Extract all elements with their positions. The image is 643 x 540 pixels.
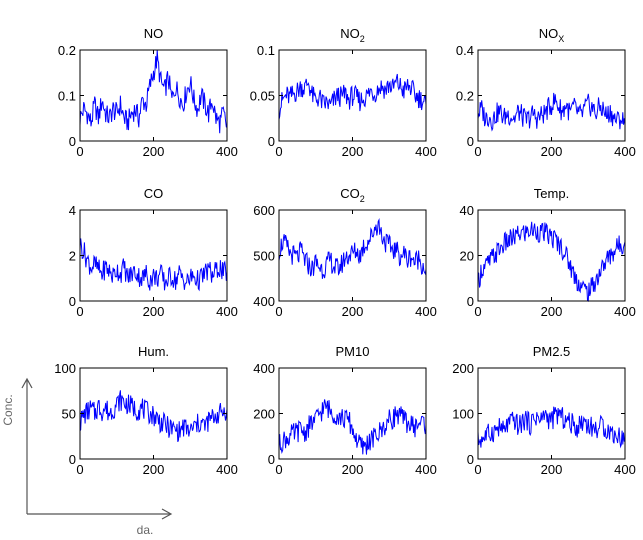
y-tick-label: 0 — [268, 452, 275, 467]
y-tick-label: 400 — [253, 294, 275, 309]
panel-4: CO 0 2 4 0 200 400 — [69, 186, 238, 319]
axes-box — [477, 49, 626, 142]
series-line — [278, 73, 427, 120]
series-line — [278, 217, 427, 279]
x-tick-label: 0 — [275, 144, 282, 159]
annotation-xlabel: da. — [137, 523, 154, 537]
panel-title-subscript: 2 — [360, 34, 365, 44]
axes-box — [79, 209, 228, 302]
series-line — [477, 221, 626, 302]
x-tick-label: 0 — [474, 462, 481, 477]
x-tick-label: 0 — [76, 144, 83, 159]
panel-title: PM2.5 — [533, 344, 571, 359]
y-tick-label: 0 — [268, 134, 275, 149]
x-tick-label: 200 — [342, 462, 364, 477]
x-tick-label: 400 — [216, 462, 238, 477]
panel-2: NO2 0 0.05 0.1 0 200 400 — [250, 26, 437, 159]
series-line — [278, 399, 427, 455]
x-tick-label: 400 — [614, 462, 636, 477]
x-tick-label: 200 — [541, 144, 563, 159]
y-tick-label: 100 — [54, 361, 76, 376]
y-tick-label: 400 — [253, 361, 275, 376]
y-tick-label: 0.05 — [250, 89, 275, 104]
panel-7: Hum. 0 50 100 0 200 400 — [54, 344, 238, 477]
annotation-axes: Conc. da. — [1, 377, 173, 537]
panel-8: PM10 0 200 400 0 200 400 — [253, 344, 437, 477]
panel-5: CO2 400 500 600 0 200 400 — [253, 186, 437, 319]
x-tick-label: 400 — [614, 144, 636, 159]
x-tick-label: 0 — [275, 462, 282, 477]
panel-title: Temp. — [534, 186, 569, 201]
x-tick-label: 0 — [474, 144, 481, 159]
panel-title: PM10 — [336, 344, 370, 359]
x-tick-label: 400 — [216, 304, 238, 319]
y-tick-label: 0 — [69, 294, 76, 309]
panel-title: NO — [144, 26, 164, 41]
y-tick-label: 0.4 — [456, 43, 474, 58]
y-tick-label: 0.1 — [58, 89, 76, 104]
y-tick-label: 2 — [69, 249, 76, 264]
axes-box — [477, 209, 626, 302]
series-line — [477, 92, 626, 132]
panel-title: Hum. — [138, 344, 169, 359]
x-tick-label: 0 — [275, 304, 282, 319]
x-tick-label: 200 — [541, 462, 563, 477]
panel-title: NOX — [539, 26, 565, 44]
y-tick-label: 600 — [253, 203, 275, 218]
panel-9: PM2.5 0 100 200 0 200 400 — [452, 344, 636, 477]
series-line — [79, 50, 228, 134]
panel-title: NO2 — [340, 26, 365, 44]
panel-1: NO 0 0.1 0.2 0 200 400 — [58, 26, 238, 159]
x-tick-label: 400 — [415, 144, 437, 159]
x-tick-label: 200 — [342, 304, 364, 319]
y-tick-label: 100 — [452, 407, 474, 422]
y-tick-label: 20 — [460, 249, 474, 264]
y-tick-label: 200 — [452, 361, 474, 376]
y-tick-label: 0 — [467, 134, 474, 149]
y-tick-label: 500 — [253, 249, 275, 264]
y-tick-label: 50 — [62, 407, 76, 422]
y-tick-label: 0 — [69, 452, 76, 467]
y-tick-label: 0.1 — [257, 43, 275, 58]
x-tick-label: 200 — [143, 304, 165, 319]
panel-3: NOX 0 0.2 0.4 0 200 400 — [456, 26, 636, 159]
y-tick-label: 40 — [460, 203, 474, 218]
x-tick-label: 200 — [342, 144, 364, 159]
y-tick-label: 0 — [467, 294, 474, 309]
annotation-x-arrowhead — [161, 508, 173, 520]
x-tick-label: 0 — [76, 304, 83, 319]
series-line — [79, 238, 228, 292]
y-tick-label: 200 — [253, 407, 275, 422]
axes-box — [278, 209, 427, 302]
x-tick-label: 400 — [216, 144, 238, 159]
panel-title: CO2 — [340, 186, 365, 204]
y-tick-label: 0 — [467, 452, 474, 467]
x-tick-label: 0 — [76, 462, 83, 477]
y-tick-label: 0.2 — [58, 43, 76, 58]
series-line — [477, 406, 626, 449]
x-tick-label: 400 — [415, 462, 437, 477]
panel-title: CO — [144, 186, 164, 201]
y-tick-label: 0 — [69, 134, 76, 149]
x-tick-label: 200 — [541, 304, 563, 319]
series-line — [79, 390, 228, 442]
panel-title-subscript: 2 — [360, 194, 365, 204]
y-tick-label: 0.2 — [456, 89, 474, 104]
annotation-y-arrowhead — [21, 377, 33, 389]
x-tick-label: 400 — [415, 304, 437, 319]
x-tick-label: 200 — [143, 144, 165, 159]
x-tick-label: 0 — [474, 304, 481, 319]
y-tick-label: 4 — [69, 203, 76, 218]
x-tick-label: 400 — [614, 304, 636, 319]
x-tick-label: 200 — [143, 462, 165, 477]
panel-title-subscript: X — [558, 34, 564, 44]
annotation-ylabel: Conc. — [1, 394, 15, 425]
